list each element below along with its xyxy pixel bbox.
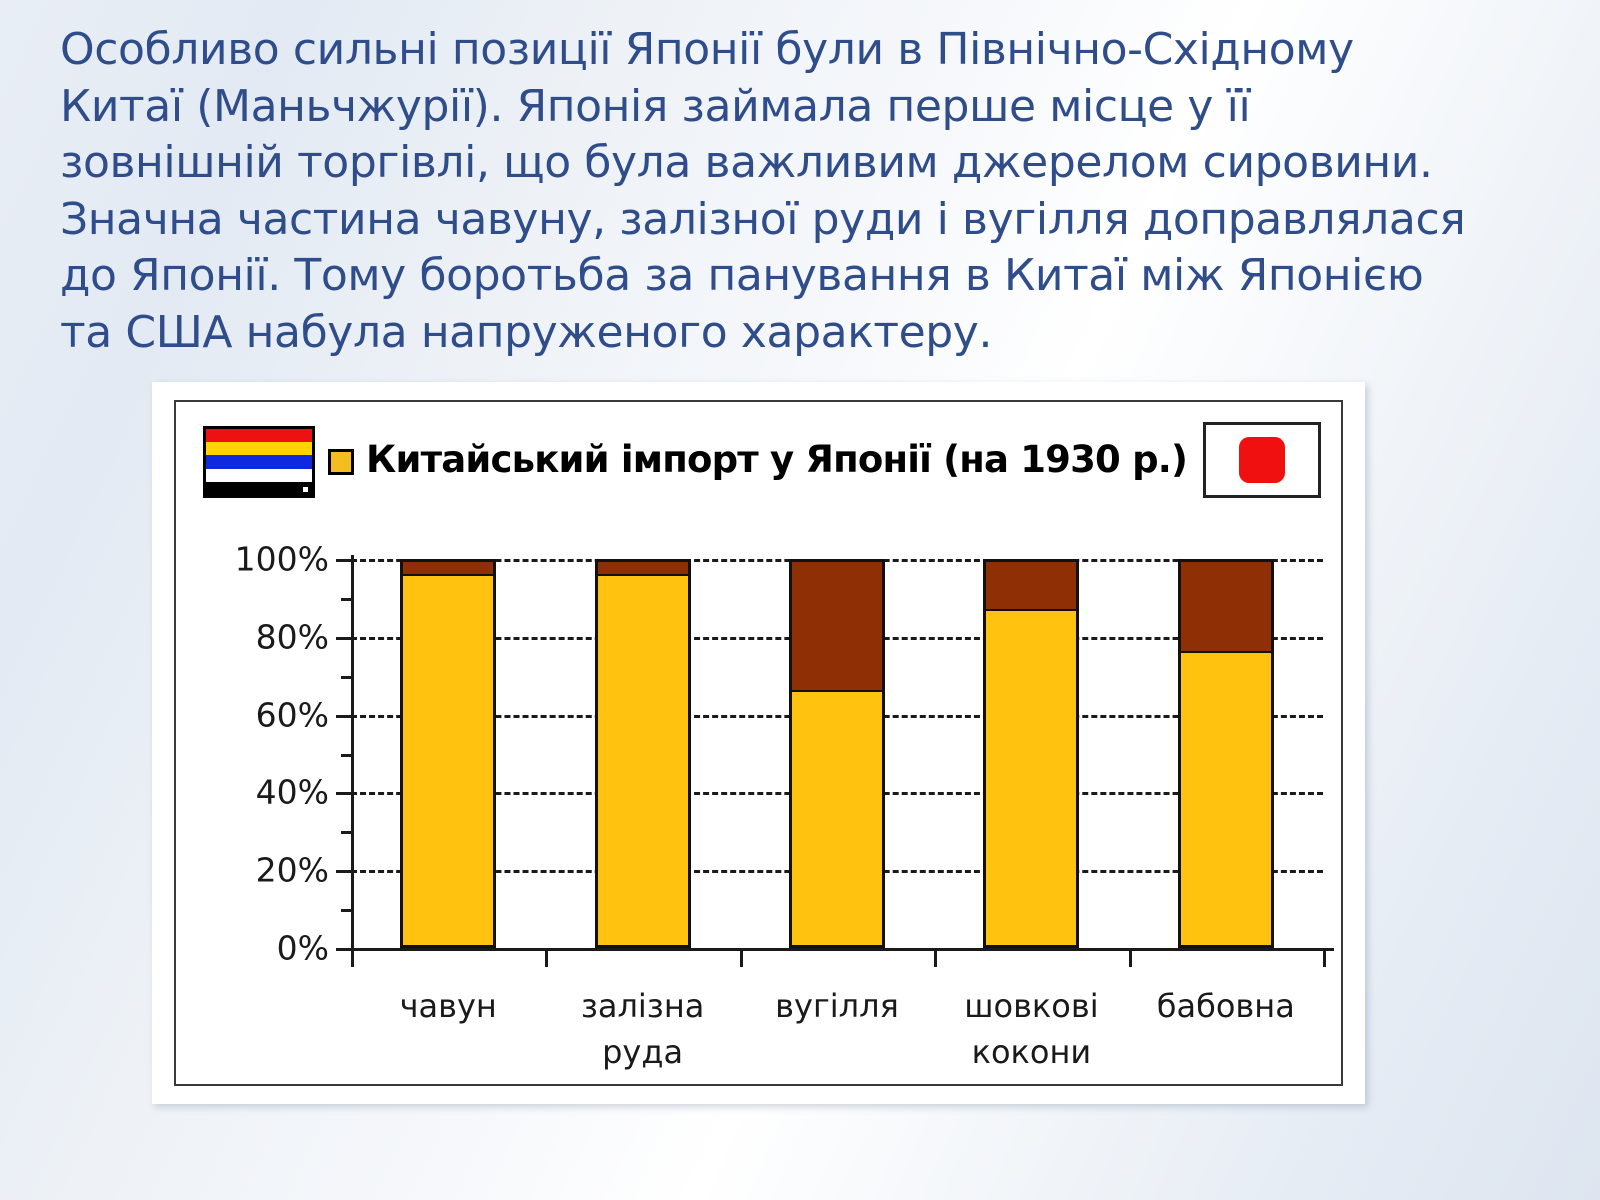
gridline-0 (351, 948, 1323, 951)
bar-segment-top (1180, 562, 1271, 652)
category-line-1: чавун (399, 987, 497, 1025)
y-tick-minor (341, 597, 351, 601)
category-line-1: вугілля (775, 987, 899, 1025)
y-tick-major (336, 636, 351, 640)
x-axis-category-label: бабовна (1157, 983, 1295, 1029)
flag-stripe-black (206, 481, 312, 495)
x-axis-category-label: чавун (400, 983, 497, 1029)
bar-2 (594, 559, 691, 948)
bar-segment-bottom (1180, 651, 1271, 945)
plot-area: 0% 20% 40% 60% 80% 100% чавун залізна руда вугіл… (235, 540, 1334, 1071)
legend-swatch-icon (328, 449, 354, 475)
x-tick (351, 951, 354, 967)
x-axis-category-label: вугілля (775, 983, 899, 1029)
japan-flag-icon (1203, 422, 1321, 498)
bar-segment-top (986, 562, 1077, 609)
bar-1 (400, 559, 497, 948)
bar-3 (789, 559, 885, 948)
bar-segment-top (403, 562, 494, 574)
flag-corner-dot (303, 487, 308, 492)
bar-segment-bottom (792, 690, 882, 945)
y-tick-minor (341, 675, 351, 679)
y-tick-major (336, 559, 351, 562)
y-axis-label: 0% (276, 928, 329, 968)
category-line-1: залізна (580, 987, 705, 1025)
body-line: Особливо сильні позиції Японії були в Пі… (60, 24, 1354, 75)
flag-stripe-white (206, 468, 312, 482)
category-line-2: кокони (971, 1033, 1092, 1071)
x-tick (739, 951, 743, 967)
flag-stripe-yellow (206, 442, 312, 456)
x-tick (1128, 951, 1132, 967)
bar-5 (1177, 559, 1274, 948)
y-axis-label: 40% (255, 772, 329, 812)
bar-4 (983, 559, 1080, 948)
body-line: Значна частина чавуну, залізної руди і в… (60, 193, 1466, 245)
y-tick-major (336, 948, 351, 951)
bar-segment-top (597, 562, 688, 574)
flag-stripe-blue (206, 455, 312, 469)
bar-segment-bottom (403, 573, 494, 945)
flag-stripe-red (206, 429, 312, 443)
y-tick-major (336, 714, 351, 718)
category-line-1: бабовна (1156, 987, 1295, 1025)
bar-segment-top (792, 562, 882, 691)
bar-segment-bottom (597, 573, 688, 945)
y-axis-label: 100% (234, 539, 329, 579)
y-axis-label: 20% (255, 850, 329, 890)
x-axis-category-label: залізна руда (581, 983, 705, 1075)
body-line: Китаї (Маньчжурії). Японія займала перше… (60, 80, 1251, 132)
chart-header: Китайський імпорт у Японії (на 1930 р.) (176, 402, 1341, 498)
x-axis-category-label: шовкові кокони (964, 983, 1098, 1075)
bar-segment-bottom (986, 608, 1077, 945)
y-tick-minor (341, 909, 351, 913)
chart-image: Китайський імпорт у Японії (на 1930 р.) … (152, 382, 1365, 1104)
y-axis-label: 60% (255, 695, 329, 735)
chart-title: Китайський імпорт у Японії (на 1930 р.) (366, 438, 1188, 481)
body-line: та США набула напруженого характеру. (60, 306, 993, 358)
chart-inner-border: Китайський імпорт у Японії (на 1930 р.) … (174, 400, 1343, 1086)
slide-body-text: Особливо сильні позиції Японії були в Пі… (60, 22, 1520, 361)
china-flag-icon (203, 426, 315, 498)
x-tick (934, 951, 938, 967)
y-tick-minor (341, 753, 351, 757)
y-tick-major (336, 870, 351, 874)
y-tick-major (336, 792, 351, 796)
y-axis-label: 80% (255, 617, 329, 657)
x-tick (545, 951, 549, 967)
category-line-1: шовкові (964, 987, 1099, 1025)
y-axis-line (351, 555, 354, 960)
category-line-2: руда (602, 1033, 684, 1071)
body-line: зовнішній торгівлі, що була важливим дже… (60, 137, 1433, 188)
y-tick-minor (341, 831, 351, 835)
body-line: до Японії. Тому боротьба за панування в … (60, 250, 1424, 301)
x-tick (1323, 951, 1326, 967)
japan-flag-sun (1239, 437, 1285, 483)
